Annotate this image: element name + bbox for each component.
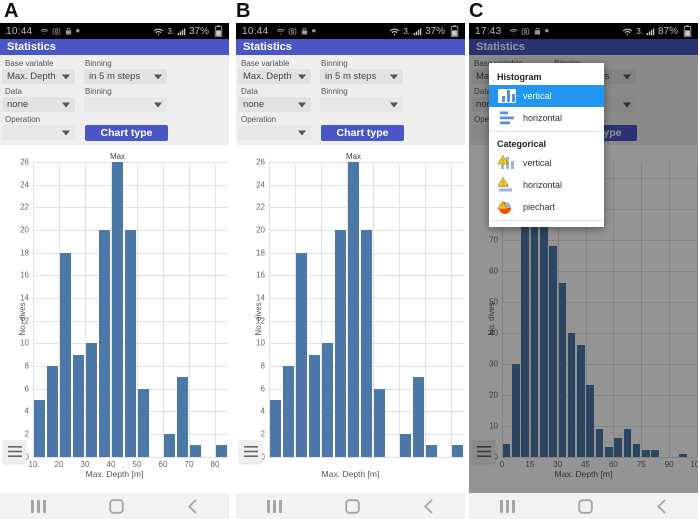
svg-text:!: ! <box>502 159 504 165</box>
svg-text:!: ! <box>502 181 504 187</box>
